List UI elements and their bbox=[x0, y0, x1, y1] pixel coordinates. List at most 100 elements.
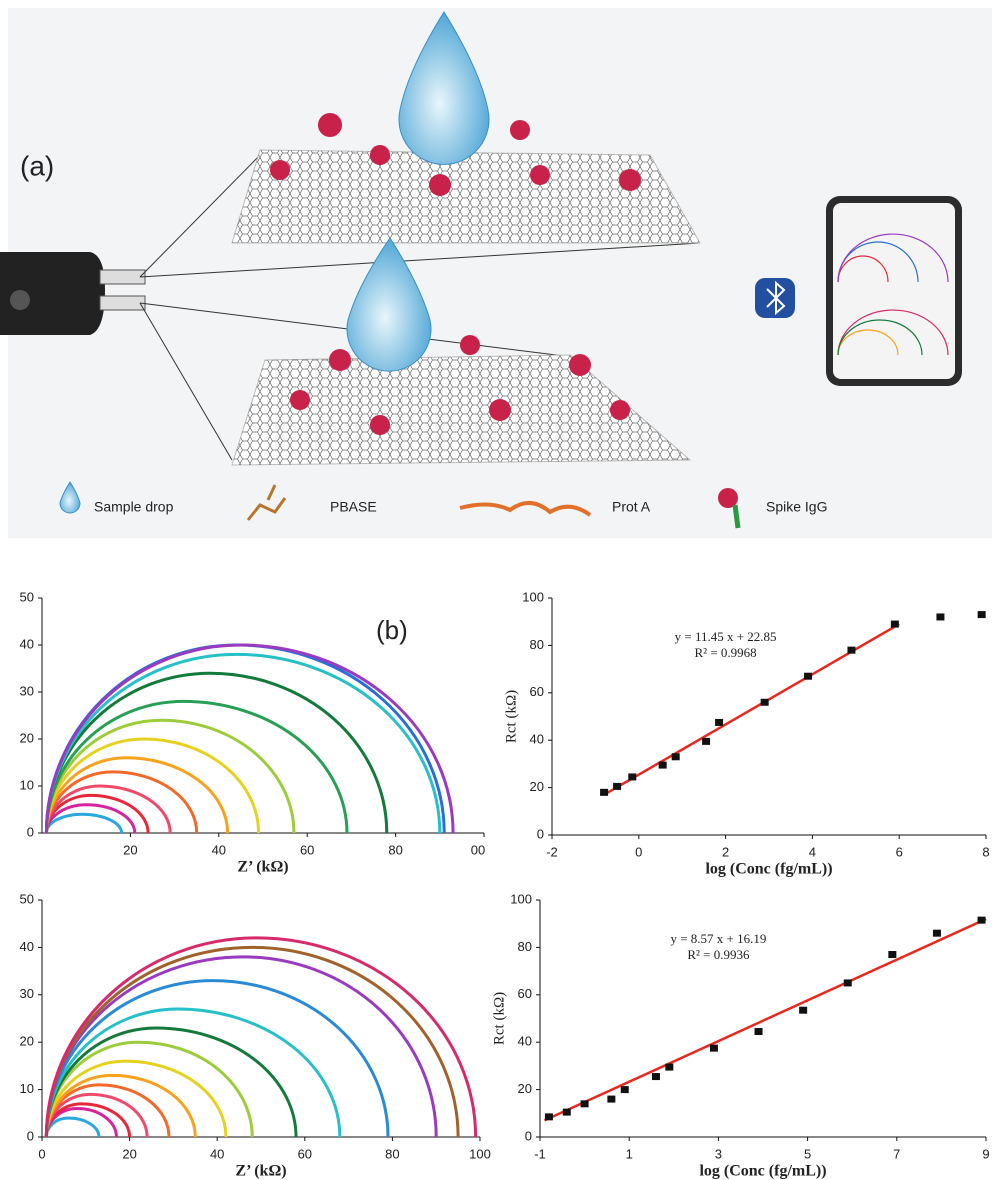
x-tick-label: 0 bbox=[635, 844, 642, 859]
connector-line bbox=[139, 149, 266, 278]
sample-drop bbox=[398, 11, 490, 165]
legend-icon bbox=[246, 484, 287, 521]
y-tick-label: 100 bbox=[522, 589, 544, 604]
x-tick-label: 40 bbox=[210, 1146, 224, 1161]
panel-label: (b) bbox=[376, 615, 408, 645]
impedance-curve bbox=[44, 718, 296, 834]
x-tick-label: -1 bbox=[534, 1146, 546, 1161]
x-tick-label: 3 bbox=[715, 1146, 722, 1161]
legend-label: PBASE bbox=[330, 499, 377, 515]
impedance-curve bbox=[44, 652, 442, 834]
x-axis-label: log (Conc (fg/mL)) bbox=[705, 861, 832, 878]
data-point bbox=[847, 646, 856, 654]
x-tick-label: 40 bbox=[212, 842, 226, 857]
y-tick-label: 30 bbox=[20, 986, 34, 1001]
impedance-curve bbox=[44, 699, 349, 834]
phone-plots bbox=[837, 233, 949, 356]
y-axis-label: Rct (kΩ) bbox=[503, 690, 519, 743]
x-tick-label: 0 bbox=[38, 1146, 45, 1161]
impedance-curve bbox=[44, 1026, 298, 1138]
x-tick-label: 100 bbox=[469, 1146, 491, 1161]
antibodies bbox=[270, 113, 641, 435]
equation: R² = 0.9968 bbox=[695, 645, 757, 660]
data-point bbox=[651, 1073, 660, 1081]
y-tick-label: 20 bbox=[530, 779, 544, 794]
y-tick-label: 0 bbox=[537, 826, 544, 841]
data-point bbox=[709, 1044, 718, 1052]
x-tick-label: 60 bbox=[300, 842, 314, 857]
connector-line bbox=[139, 302, 233, 461]
y-tick-label: 30 bbox=[20, 683, 34, 698]
x-tick-label: 2 bbox=[722, 844, 729, 859]
fit-line bbox=[543, 917, 987, 1122]
x-tick-label: 8 bbox=[982, 844, 989, 859]
impedance-curve bbox=[44, 812, 124, 834]
y-tick-label: 10 bbox=[20, 777, 34, 792]
chart: 0 10 20 30 40 50 0 20 40 60 80 100 Z’ (kΩ) bbox=[20, 891, 491, 1179]
legend-icon bbox=[718, 488, 738, 508]
data-point bbox=[702, 737, 711, 745]
y-tick-label: 40 bbox=[20, 636, 34, 651]
graphene-lattice bbox=[232, 355, 690, 465]
legend-icon bbox=[59, 481, 81, 514]
x-tick-label: 60 bbox=[298, 1146, 312, 1161]
panel-label: (a) bbox=[20, 150, 54, 181]
x-tick-label: 80 bbox=[388, 842, 402, 857]
equation: y = 8.57 x + 16.19 bbox=[670, 931, 766, 946]
x-axis-label: Z’ (kΩ) bbox=[235, 1163, 286, 1180]
impedance-curve bbox=[44, 1073, 197, 1138]
impedance-curve bbox=[44, 803, 137, 834]
phone-screen bbox=[833, 203, 955, 379]
impedance-curve bbox=[44, 784, 172, 834]
y-tick-label: 100 bbox=[510, 891, 532, 906]
data-point bbox=[843, 979, 852, 987]
data-point bbox=[760, 698, 769, 706]
x-tick-label: 9 bbox=[982, 1146, 989, 1161]
data-point bbox=[544, 1113, 553, 1121]
sample-drop bbox=[346, 237, 432, 372]
y-tick-label: 50 bbox=[20, 891, 34, 906]
impedance-curve bbox=[44, 770, 199, 834]
legend-icon bbox=[732, 504, 741, 529]
data-point bbox=[562, 1108, 571, 1116]
data-point bbox=[580, 1100, 589, 1108]
y-tick-label: 20 bbox=[20, 1034, 34, 1049]
x-axis-label: Z’ (kΩ) bbox=[237, 859, 288, 876]
data-point bbox=[890, 620, 899, 628]
x-tick-label: 4 bbox=[809, 844, 816, 859]
data-point bbox=[799, 1006, 808, 1014]
x-tick-label: 7 bbox=[893, 1146, 900, 1161]
equation: R² = 0.9936 bbox=[687, 947, 750, 962]
bluetooth-symbol bbox=[766, 280, 786, 316]
impedance-curve bbox=[44, 756, 230, 834]
chart: 0 10 20 30 40 50 20 40 60 80 00 Z’ (kΩ) bbox=[20, 589, 486, 875]
legend-icon bbox=[459, 501, 592, 517]
legend-label: Prot A bbox=[612, 499, 651, 515]
data-point bbox=[754, 1028, 763, 1036]
electrode-connector bbox=[99, 295, 146, 311]
x-tick-label: 80 bbox=[385, 1146, 399, 1161]
data-point bbox=[977, 611, 986, 619]
data-point bbox=[600, 788, 609, 796]
graphene-lattice bbox=[232, 150, 700, 243]
impedance-curve bbox=[44, 979, 390, 1138]
impedance-curve bbox=[44, 945, 460, 1138]
y-tick-label: 80 bbox=[530, 637, 544, 652]
impedance-curve bbox=[44, 793, 150, 834]
x-tick-label: 5 bbox=[804, 1146, 811, 1161]
data-point bbox=[804, 672, 813, 680]
y-tick-label: 10 bbox=[20, 1081, 34, 1096]
x-tick-label: 6 bbox=[896, 844, 903, 859]
legend-label: Sample drop bbox=[94, 499, 174, 515]
data-point bbox=[932, 929, 941, 937]
data-point bbox=[977, 916, 986, 924]
equation: y = 11.45 x + 22.85 bbox=[675, 629, 777, 644]
y-tick-label: 40 bbox=[20, 939, 34, 954]
y-tick-label: 20 bbox=[20, 730, 34, 745]
panel-a: (a) Sample drop bbox=[0, 8, 992, 538]
y-tick-label: 60 bbox=[530, 684, 544, 699]
y-tick-label: 80 bbox=[518, 939, 532, 954]
electrode-connector bbox=[99, 269, 146, 285]
